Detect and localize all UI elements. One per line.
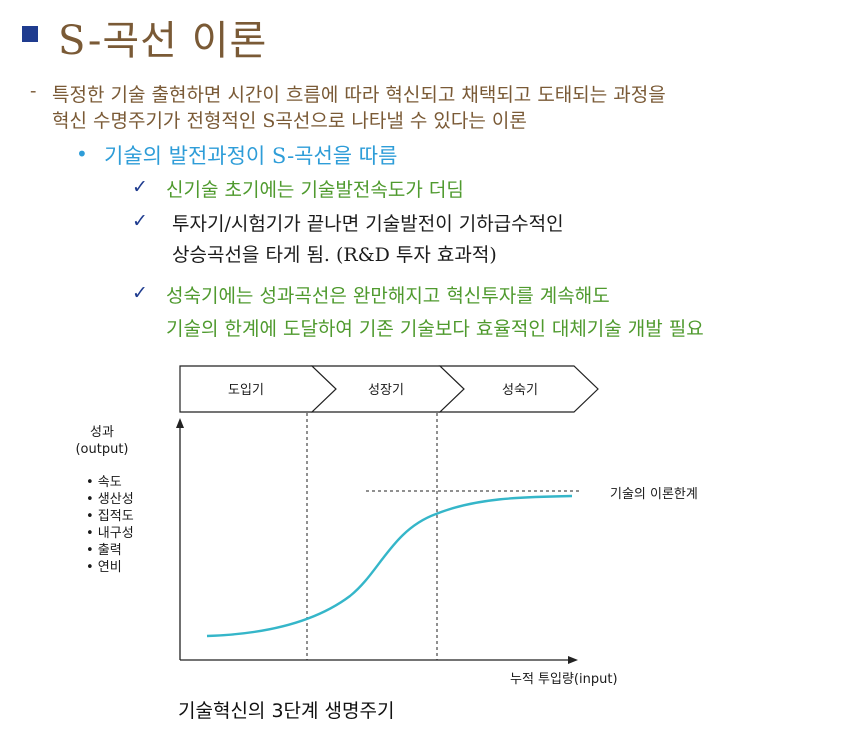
sub-point-2-line-2: 상승곡선을 타게 됨. (R&D 투자 효과적) bbox=[172, 244, 497, 266]
stage-chevron-maturity bbox=[438, 365, 599, 413]
y-axis-arrow-icon bbox=[176, 418, 184, 428]
sub-point-2-line-1: 투자기/시험기가 끝나면 기술발전이 기하급수적인 bbox=[172, 213, 564, 235]
diagram-caption: 기술혁신의 3단계 생명주기 bbox=[178, 700, 395, 722]
y-axis-label: 성과 (output) bbox=[62, 424, 142, 458]
stage-label-growth: 성장기 bbox=[368, 383, 404, 398]
checkmark-icon: ✓ bbox=[132, 176, 148, 198]
y-axis-label-line-2: (output) bbox=[75, 442, 129, 457]
checkmark-icon: ✓ bbox=[132, 282, 148, 304]
s-curve bbox=[206, 494, 573, 638]
x-axis-arrow-icon bbox=[568, 656, 578, 664]
checkmark-icon: ✓ bbox=[132, 210, 148, 232]
metric-item: • 속도 bbox=[86, 475, 122, 490]
metric-item: • 생산성 bbox=[86, 492, 134, 507]
theoretical-limit-label: 기술의 이론한계 bbox=[610, 487, 698, 502]
description-dash: - bbox=[30, 80, 37, 102]
x-axis-label: 누적 투입량(input) bbox=[510, 672, 618, 687]
y-axis-label-line-1: 성과 bbox=[90, 425, 114, 440]
description-line-2: 혁신 수명주기가 전형적인 S곡선으로 나타낼 수 있다는 이론 bbox=[52, 110, 527, 132]
metric-item: • 집적도 bbox=[86, 509, 134, 524]
main-point: 기술의 발전과정이 S-곡선을 따름 bbox=[104, 144, 398, 168]
metric-item: • 연비 bbox=[86, 560, 122, 575]
description-line-1: 특정한 기술 출현하면 시간이 흐름에 따라 혁신되고 채택되고 도태되는 과정… bbox=[52, 84, 666, 106]
sub-point-1: 신기술 초기에는 기술발전속도가 더딤 bbox=[166, 179, 464, 201]
metric-item: • 출력 bbox=[86, 543, 122, 558]
stage-label-maturity: 성숙기 bbox=[502, 383, 538, 398]
metric-item: • 내구성 bbox=[86, 526, 134, 541]
title-bullet-square bbox=[22, 26, 38, 42]
sub-point-3-line-1: 성숙기에는 성과곡선은 완만해지고 혁신투자를 계속해도 bbox=[166, 285, 610, 307]
slide-title: S-곡선 이론 bbox=[58, 18, 268, 64]
bullet-dot-icon: • bbox=[76, 142, 88, 166]
sub-point-3-line-2: 기술의 한계에 도달하여 기존 기술보다 효율적인 대체기술 개발 필요 bbox=[166, 318, 704, 340]
stage-label-introduction: 도입기 bbox=[228, 383, 264, 398]
metrics-list: • 속도 • 생산성 • 집적도 • 내구성 • 출력 • 연비 bbox=[86, 474, 134, 576]
